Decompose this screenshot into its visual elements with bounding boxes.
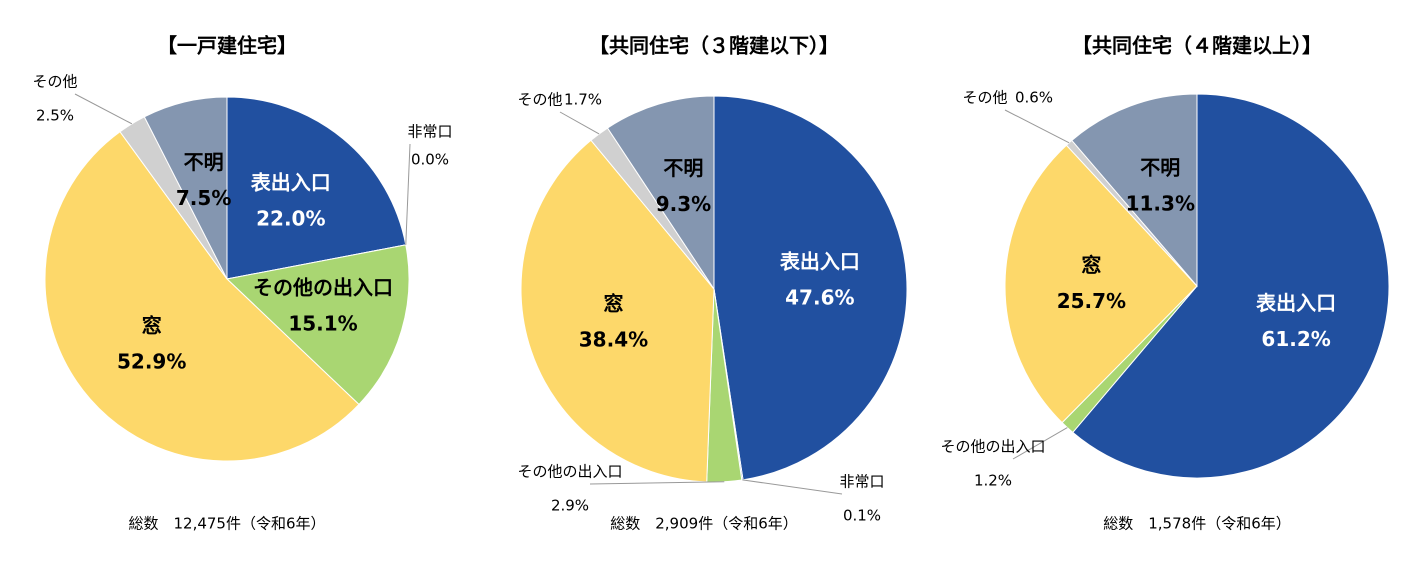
value-label: 38.4% (579, 328, 648, 352)
value-label: 9.3% (656, 192, 711, 216)
value-label: 2.5% (36, 107, 74, 125)
slice-label: 表出入口 (251, 170, 331, 194)
slice-label: 不明 (663, 156, 703, 180)
pie-slice (606, 95, 715, 291)
pie-slice (225, 244, 410, 406)
value-label: 0.0% (411, 151, 449, 169)
slice-label: その他の出入口 (517, 463, 622, 481)
value-label: 25.7% (1057, 289, 1126, 313)
pie-slice (1004, 144, 1198, 424)
value-label: 2.9% (551, 497, 589, 515)
value-label: 0.6% (1015, 89, 1053, 107)
slice-label: その他の出入口 (940, 438, 1045, 456)
pie-slice (44, 131, 360, 462)
value-label: 15.1% (288, 312, 357, 336)
slice-label: その他 (962, 89, 1007, 107)
value-label: 61.2% (1261, 327, 1330, 351)
total-note: 総数 12,475件（令和6年） (128, 515, 325, 533)
slice-label: その他の出入口 (253, 276, 393, 300)
pie-slice (226, 96, 407, 280)
chart-title: 【共同住宅（３階建以下）】 (589, 34, 839, 58)
slice-label: 表出入口 (1256, 291, 1336, 315)
value-label: 7.5% (176, 186, 231, 210)
slice-label: 非常口 (839, 473, 884, 491)
value-label: 47.6% (785, 286, 854, 310)
slice-label: 不明 (184, 150, 224, 174)
total-note: 総数 1,578件（令和6年） (1103, 515, 1291, 533)
leader-line (1012, 427, 1068, 460)
pie-slice (143, 96, 228, 280)
pie-slice (1071, 93, 1198, 288)
leader-line (559, 111, 600, 135)
total-note: 総数 2,909件（令和6年） (610, 515, 798, 533)
leader-line (405, 143, 411, 245)
value-label: 0.1% (843, 507, 881, 525)
slice-label: 窓 (603, 292, 623, 316)
slice-label: 窓 (142, 313, 162, 337)
pie-slice (1072, 93, 1390, 479)
pie-slice (520, 139, 715, 483)
leader-line (589, 481, 725, 485)
pie-slice (713, 95, 908, 481)
value-label: 52.9% (117, 349, 186, 373)
chart-title: 【共同住宅（４階建以上）】 (1072, 34, 1322, 58)
value-label: 1.7% (564, 91, 602, 109)
value-label: 1.2% (974, 472, 1012, 490)
value-label: 22.0% (256, 206, 325, 230)
slice-label: 不明 (1140, 155, 1180, 179)
slice-label: 表出入口 (780, 250, 860, 274)
leader-line (742, 479, 843, 495)
leader-line (1004, 109, 1070, 144)
slice-label: その他 (517, 91, 562, 109)
slice-label: その他 (32, 73, 77, 91)
chart-title: 【一戸建住宅】 (157, 34, 297, 58)
slice-label: 非常口 (407, 123, 452, 141)
leader-line (74, 93, 133, 125)
slice-label: 窓 (1081, 253, 1101, 277)
value-label: 11.3% (1126, 191, 1195, 215)
